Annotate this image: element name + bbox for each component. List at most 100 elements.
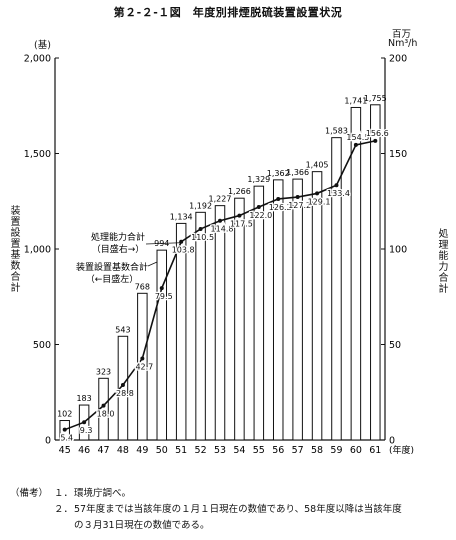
x-tick-label: 52 <box>195 445 207 456</box>
bar-value-label: 1,329 <box>247 175 270 184</box>
right-tick-label: 50 <box>389 340 401 351</box>
bar-value-label: 183 <box>76 394 91 403</box>
right-axis-unit-line1: 百万 <box>392 29 412 40</box>
bar <box>331 137 342 441</box>
line-point <box>101 403 106 408</box>
note-2-continuation: の３月31日現在の数値である。 <box>74 520 210 531</box>
bar-value-label: 1,362 <box>267 169 290 178</box>
bar-value-label: 1,741 <box>344 96 367 105</box>
right-axis-label: 処理能力合計 <box>436 228 447 294</box>
note-1-number: １． <box>54 488 74 499</box>
x-tick-label: 46 <box>78 445 90 456</box>
x-tick-label: 57 <box>292 445 304 456</box>
line-value-label: 122.0 <box>249 211 272 220</box>
note-row-1: （備考） １． 環境庁調べ。 <box>10 486 450 502</box>
x-tick-label: 54 <box>233 445 245 456</box>
right-axis-unit-line2: Nm³/h <box>388 38 418 49</box>
line-point <box>62 427 67 432</box>
line-value-label: 117.5 <box>230 220 253 229</box>
line-point <box>82 420 87 425</box>
notes-head: （備考） <box>10 488 49 499</box>
capacity-annotation-line1: 処理能力合計 <box>91 231 145 243</box>
line-value-label: 114.8 <box>211 225 234 234</box>
x-tick-label: 61 <box>369 445 381 456</box>
bar-value-label: 1,366 <box>286 168 309 177</box>
left-tick-label: 500 <box>33 340 51 351</box>
capacity-annotation-leader <box>145 242 181 245</box>
line-value-label: 133.4 <box>327 189 350 198</box>
line-point <box>295 195 300 200</box>
x-tick-label: 56 <box>272 445 284 456</box>
bar-value-label: 1,192 <box>189 201 212 210</box>
bar-value-label: 1,227 <box>209 195 232 204</box>
bar <box>234 197 245 441</box>
bar-value-label: 1,405 <box>306 161 329 170</box>
line-point <box>315 191 320 196</box>
note-2-number: ２． <box>54 504 74 515</box>
line-point <box>218 218 222 223</box>
x-tick-label: 59 <box>330 445 342 456</box>
bar <box>117 335 129 441</box>
left-tick-label: 0 <box>45 436 51 447</box>
line-value-label: 156.6 <box>366 129 389 138</box>
line-point <box>276 196 281 201</box>
line-point <box>334 183 339 188</box>
note-1-text: 環境庁調べ。 <box>74 488 132 499</box>
line-point <box>353 142 358 147</box>
line-value-label: 110.5 <box>191 233 214 242</box>
line-value-label: 79.5 <box>155 292 173 301</box>
x-tick-label: 45 <box>59 445 71 456</box>
x-axis-unit: (年度) <box>389 444 414 456</box>
bar <box>272 179 284 441</box>
left-tick-label: 1,500 <box>24 149 51 160</box>
x-tick-label: 58 <box>311 445 323 456</box>
bar <box>137 292 148 441</box>
x-tick-label: 51 <box>175 445 187 456</box>
line-value-label: 42.7 <box>135 362 153 371</box>
chart-plot: 0 500 1,000 1,500 2,000 0 50 100 150 200 45 46 47 48 4… <box>24 54 414 457</box>
count-annotation-line1: 装置設置基数合計 <box>76 261 148 273</box>
right-tick-label: 0 <box>389 436 395 447</box>
bar-value-label: 1,583 <box>325 127 348 136</box>
x-tick-label: 47 <box>97 445 109 456</box>
bar <box>195 211 206 441</box>
left-tick-label: 2,000 <box>24 54 51 65</box>
bar <box>292 178 303 441</box>
bar <box>350 106 362 441</box>
left-axis-unit: (基) <box>34 40 51 51</box>
chart-title: 第２-２-１図 年度別排煙脱硫装置設置状況 <box>113 6 343 19</box>
left-axis-label: 装置設置基数合計 <box>8 205 19 293</box>
right-tick-label: 100 <box>389 245 407 256</box>
count-annotation-leader <box>147 261 158 267</box>
x-tick-label: 48 <box>117 445 129 456</box>
bar-value-label: 768 <box>135 282 150 291</box>
bar-value-label: 323 <box>96 367 111 376</box>
line-point <box>237 213 242 218</box>
bar <box>311 171 323 441</box>
capacity-annotation-line2: （目盛右→） <box>92 243 145 255</box>
bar <box>253 185 265 441</box>
bar-value-label: 543 <box>115 325 130 334</box>
x-tick-label: 50 <box>156 445 168 456</box>
x-tick-label: 55 <box>253 445 265 456</box>
bar-value-label: 1,755 <box>364 94 387 103</box>
line-value-label: 18.0 <box>97 410 115 419</box>
bar <box>370 104 381 441</box>
line-point <box>159 286 164 291</box>
left-tick-label: 1,000 <box>24 245 51 256</box>
line-value-label: 5.4 <box>60 434 73 443</box>
line-value-label: 28.8 <box>116 389 134 398</box>
bar-value-label: 1,134 <box>170 212 193 221</box>
bar <box>175 222 187 441</box>
x-tick-label: 53 <box>214 445 226 456</box>
line-point <box>198 226 203 231</box>
right-tick-label: 150 <box>389 149 407 160</box>
note-row-2: ２． 57年度までは当該年度の１月１日現在の数値であり、58年度以降は当該年度 <box>10 502 450 518</box>
bar <box>156 249 168 441</box>
line-point <box>120 382 125 387</box>
x-tick-label: 49 <box>136 445 148 456</box>
line-value-label: 126.2 <box>269 203 292 212</box>
count-annotation-line2: （←目盛左） <box>86 273 139 285</box>
line-value-label: 9.3 <box>80 426 93 435</box>
